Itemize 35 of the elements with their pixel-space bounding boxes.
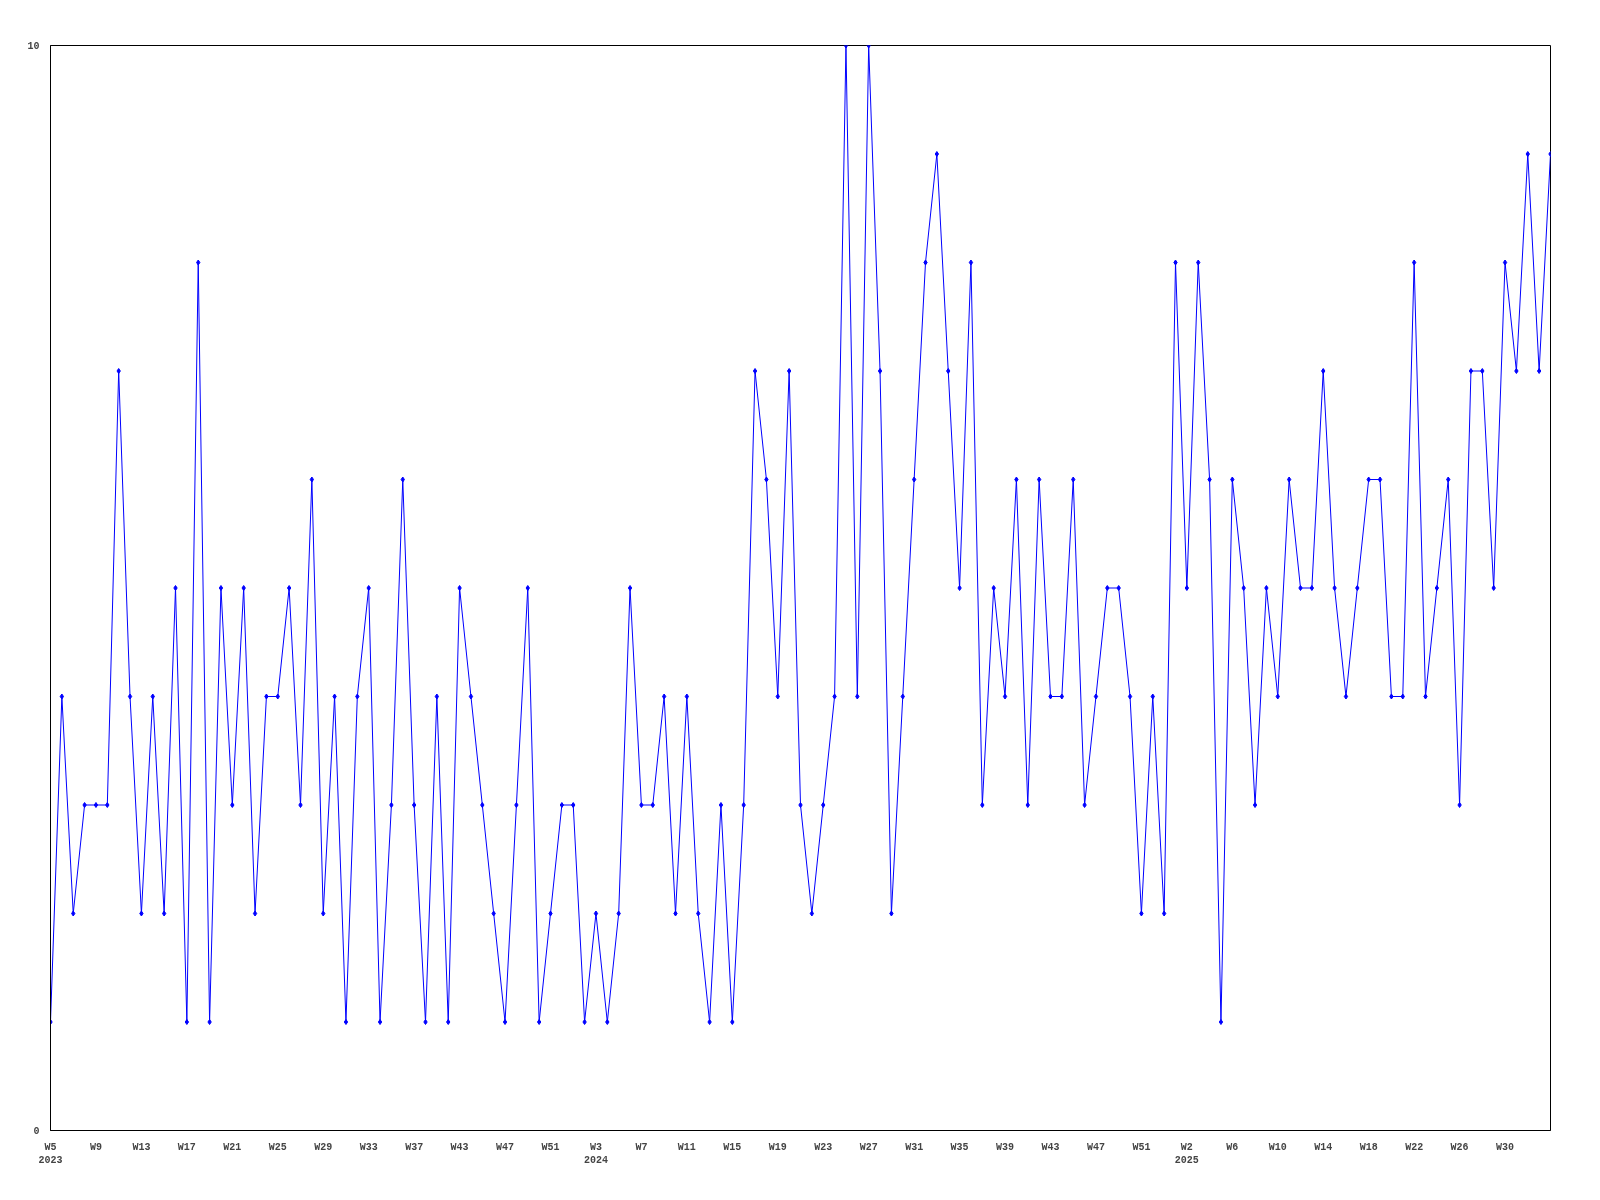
x-tick-label: W23 xyxy=(814,1141,833,1153)
x-tick-label: W11 xyxy=(677,1141,696,1153)
x-tick-label: W5 2023 xyxy=(38,1141,63,1166)
x-tick-label: W19 xyxy=(768,1141,787,1153)
x-tick-label: W37 xyxy=(405,1141,424,1153)
x-tick-label: W47 xyxy=(496,1141,515,1153)
x-tick-label: W18 xyxy=(1359,1141,1378,1153)
x-tick-label: W14 xyxy=(1314,1141,1333,1153)
x-tick-label: W39 xyxy=(996,1141,1015,1153)
y-tick-label: 0 xyxy=(33,1126,40,1137)
x-tick-label: W10 xyxy=(1268,1141,1287,1153)
x-tick-label: W3 2024 xyxy=(583,1141,608,1166)
x-tick-label: W13 xyxy=(132,1141,151,1153)
x-tick-label: W43 xyxy=(450,1141,469,1153)
x-tick-label: W26 xyxy=(1450,1141,1469,1153)
x-tick-label: W7 xyxy=(635,1141,648,1153)
x-tick-label: W22 xyxy=(1405,1141,1424,1153)
x-tick-label: W17 xyxy=(177,1141,196,1153)
x-tick-label: W51 xyxy=(1132,1141,1151,1153)
x-tick-label: W9 xyxy=(89,1141,102,1153)
x-tick-label: W29 xyxy=(314,1141,333,1153)
x-tick-label: W51 xyxy=(541,1141,560,1153)
x-tick-label: W30 xyxy=(1496,1141,1515,1153)
x-tick-label: W6 xyxy=(1226,1141,1239,1153)
x-tick-label: W47 xyxy=(1086,1141,1105,1153)
x-tick-label: W15 xyxy=(723,1141,742,1153)
x-tick-label: W35 xyxy=(950,1141,969,1153)
x-tick-label: W33 xyxy=(359,1141,378,1153)
x-tick-label: W43 xyxy=(1041,1141,1060,1153)
y-tick-label: 10 xyxy=(27,41,40,52)
x-tick-label: W21 xyxy=(223,1141,242,1153)
x-tick-label: W2 2025 xyxy=(1174,1141,1199,1166)
x-tick-label: W25 xyxy=(268,1141,287,1153)
x-tick-label: W27 xyxy=(859,1141,878,1153)
x-tick-label: W31 xyxy=(905,1141,924,1153)
